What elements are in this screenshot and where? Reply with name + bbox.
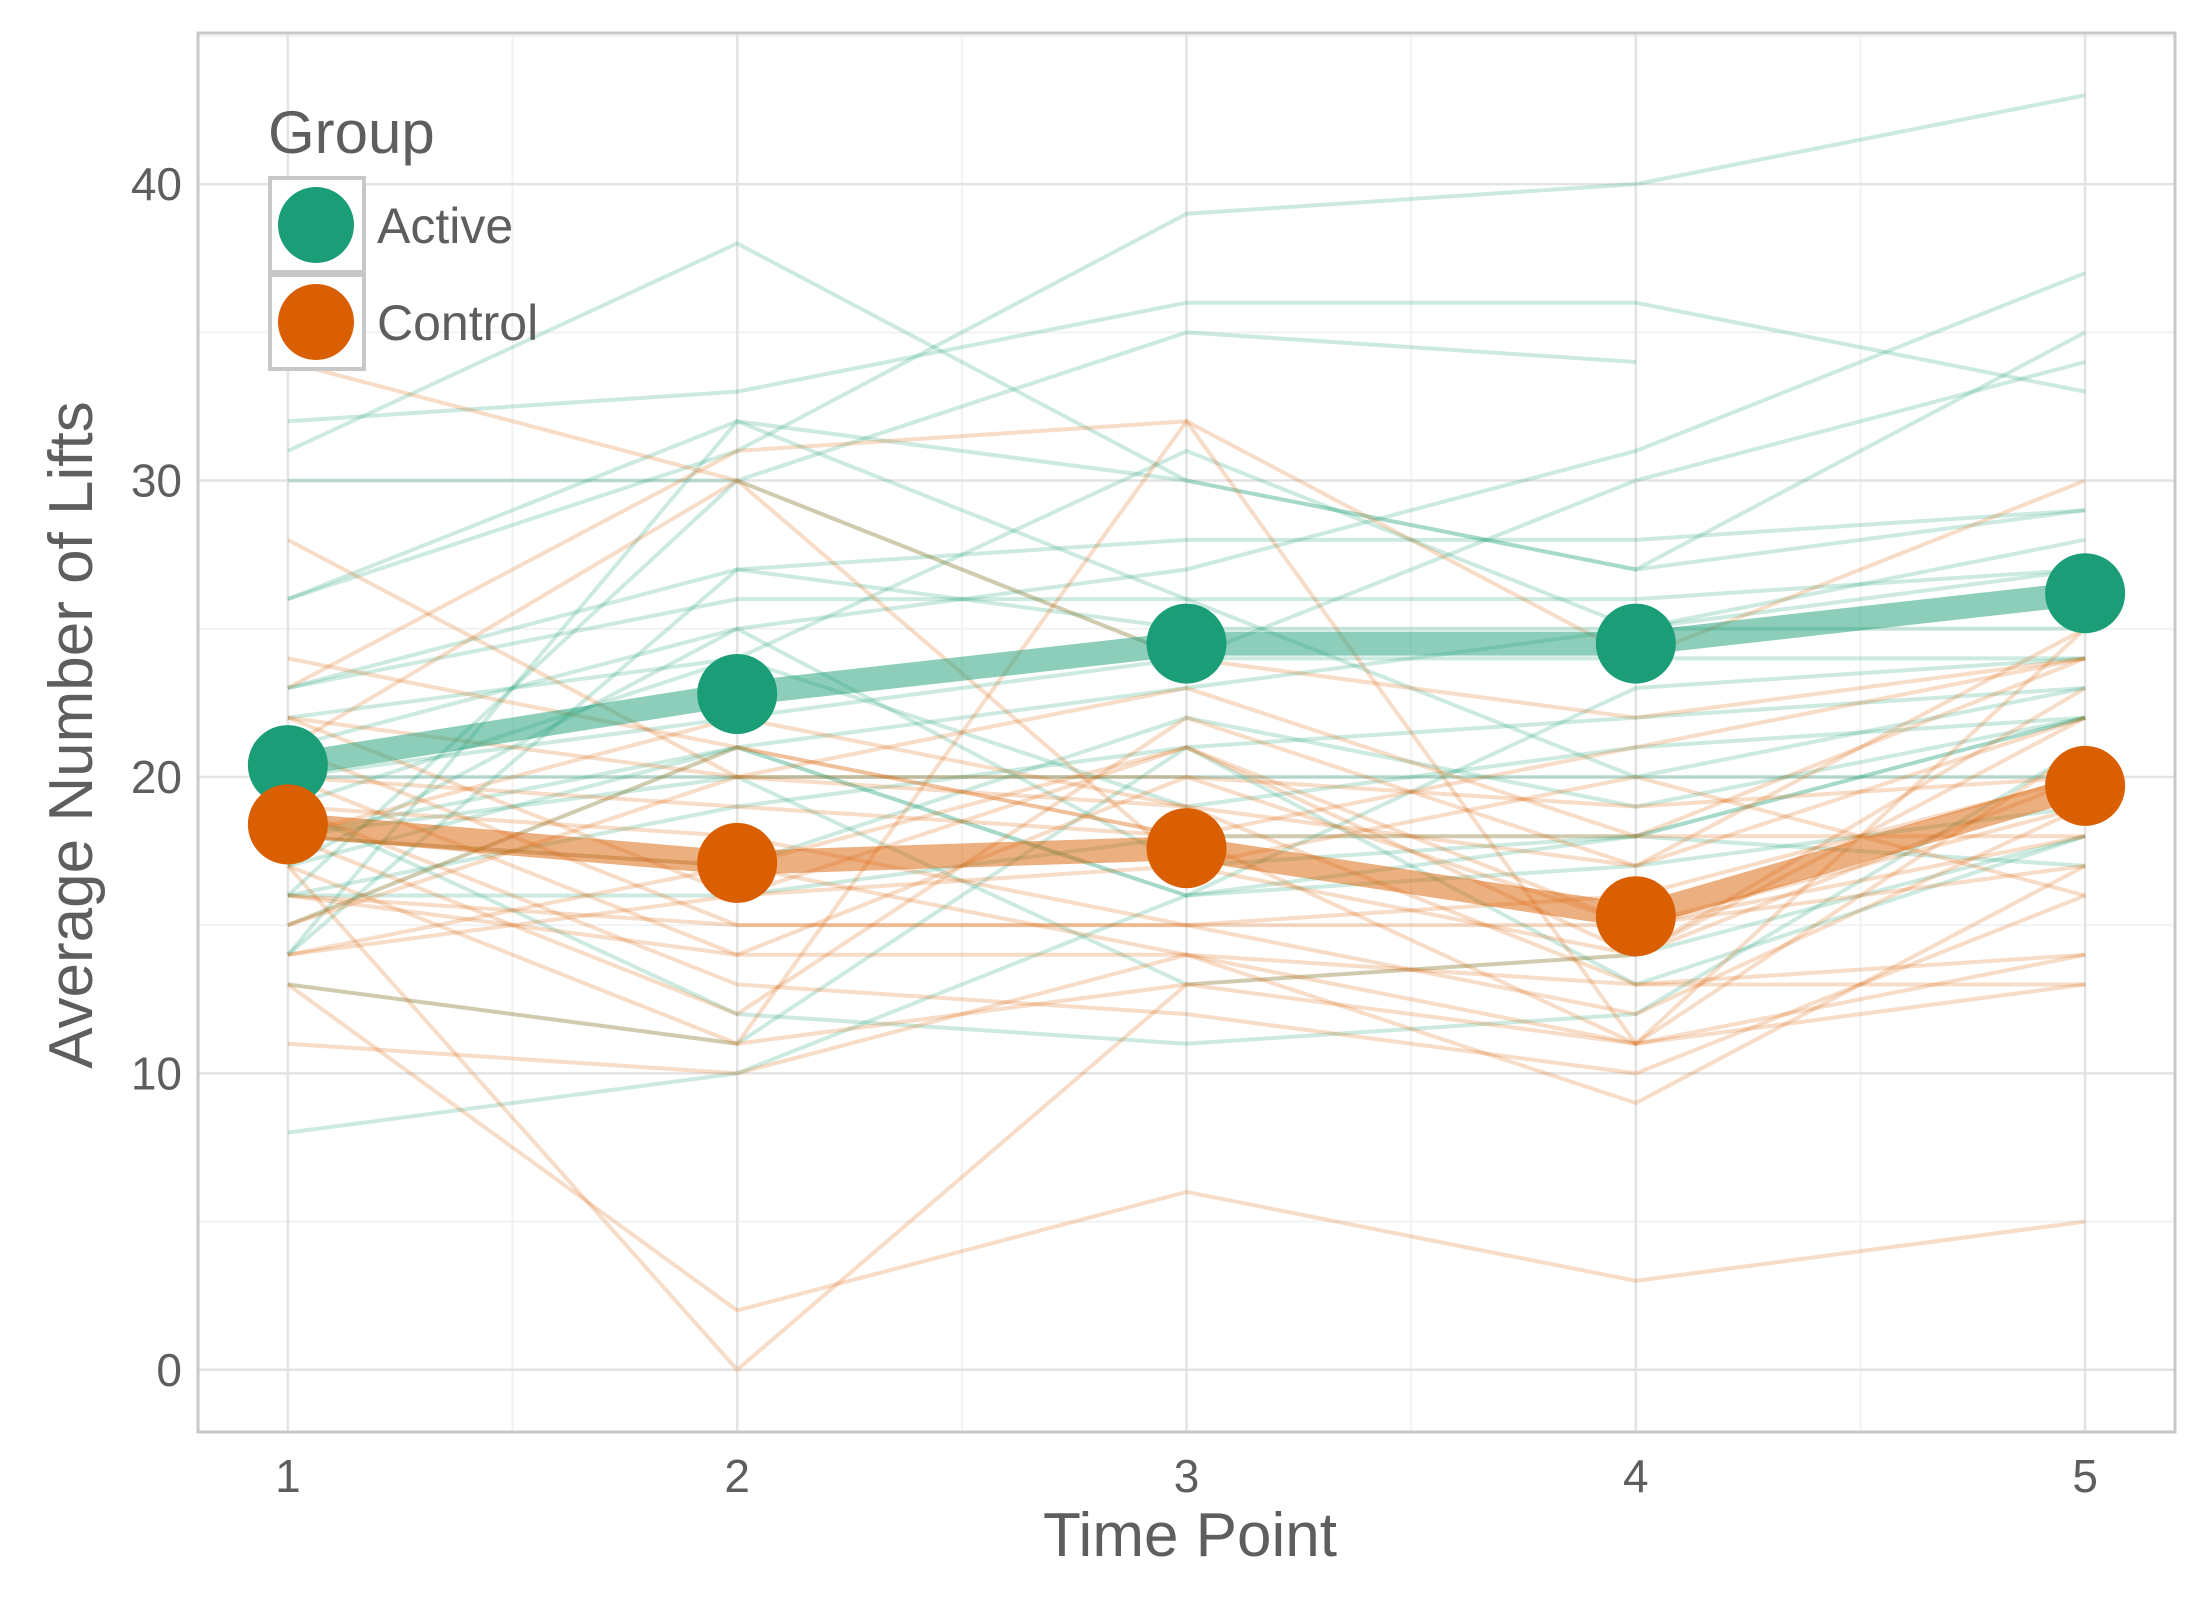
individual-line-control <box>287 715 2086 987</box>
individual-line-active <box>287 686 2086 898</box>
y-tick-label: 40 <box>131 158 182 210</box>
y-tick-label: 20 <box>131 751 182 803</box>
legend: Group Active Control <box>268 99 538 371</box>
individual-line-active <box>287 330 1636 483</box>
mean-point-active <box>2045 553 2126 634</box>
individual-line-active <box>287 715 2086 1135</box>
individual-line-control <box>287 863 2086 987</box>
individual-line-control <box>287 774 2086 957</box>
y-tick-label: 30 <box>131 455 182 507</box>
x-tick-label: 1 <box>275 1450 301 1502</box>
mean-point-control <box>2045 745 2126 826</box>
legend-key-active <box>278 187 354 263</box>
individual-line-control <box>286 538 2086 839</box>
individual-line-active <box>287 774 2086 987</box>
individual-line-control <box>287 774 2086 928</box>
individual-line-control <box>287 804 2086 1017</box>
individual-line-control <box>286 419 2086 690</box>
x-tick-label: 2 <box>724 1450 750 1502</box>
individual-line-active <box>287 508 2086 690</box>
individual-line-control <box>287 982 2086 1046</box>
legend-label-control: Control <box>377 295 538 351</box>
individual-line-control <box>287 804 2086 1076</box>
mean-point-control <box>697 822 778 903</box>
individual-line-active <box>287 745 2086 1046</box>
y-tick-label: 0 <box>156 1344 182 1396</box>
individual-line-active <box>287 656 2086 898</box>
individual-line-active <box>287 300 2086 424</box>
x-tick-label: 5 <box>2072 1450 2098 1502</box>
individual-line-active <box>287 656 2086 809</box>
legend-title: Group <box>268 99 435 166</box>
individual-line-control <box>287 715 2086 868</box>
mean-point-active <box>1146 603 1227 684</box>
y-axis-title: Average Number of Lifts <box>37 401 106 1068</box>
mean-point-active <box>247 725 328 806</box>
individual-line-active <box>287 271 2086 750</box>
individual-line-active <box>287 241 2087 572</box>
x-axis-ticks: 1 2 3 4 5 <box>275 1450 2098 1502</box>
individual-line-control <box>287 419 2087 1046</box>
individual-lines <box>286 93 2087 1372</box>
individual-line-active <box>287 567 2086 691</box>
individual-line-control <box>287 952 2086 1076</box>
y-tick-label: 10 <box>131 1047 182 1099</box>
individual-line-active <box>287 745 2087 1046</box>
individual-line-control <box>287 864 2087 1105</box>
x-tick-label: 4 <box>1623 1450 1649 1502</box>
individual-line-control <box>287 745 2086 928</box>
individual-line-active <box>287 537 2086 839</box>
individual-line-active <box>287 93 2086 602</box>
individual-line-control <box>287 863 2086 928</box>
y-axis-ticks: 0 10 20 30 40 <box>131 158 182 1396</box>
mean-point-control <box>247 784 328 865</box>
x-tick-label: 3 <box>1174 1450 1200 1502</box>
legend-label-active: Active <box>377 198 513 254</box>
legend-key-control <box>278 284 354 360</box>
mean-point-active <box>697 653 778 734</box>
mean-point-control <box>1595 876 1676 957</box>
mean-point-active <box>1595 603 1676 684</box>
individual-line-control <box>286 982 2086 1313</box>
individual-line-active <box>287 745 2086 928</box>
plot-border <box>196 31 2177 1434</box>
individual-line-active <box>287 419 2086 601</box>
mean-points <box>247 553 2126 957</box>
mean-point-control <box>1146 808 1227 889</box>
x-axis-title: Time Point <box>1043 1501 1337 1570</box>
individual-line-control <box>287 626 2087 1017</box>
individual-line-active <box>286 419 2086 957</box>
